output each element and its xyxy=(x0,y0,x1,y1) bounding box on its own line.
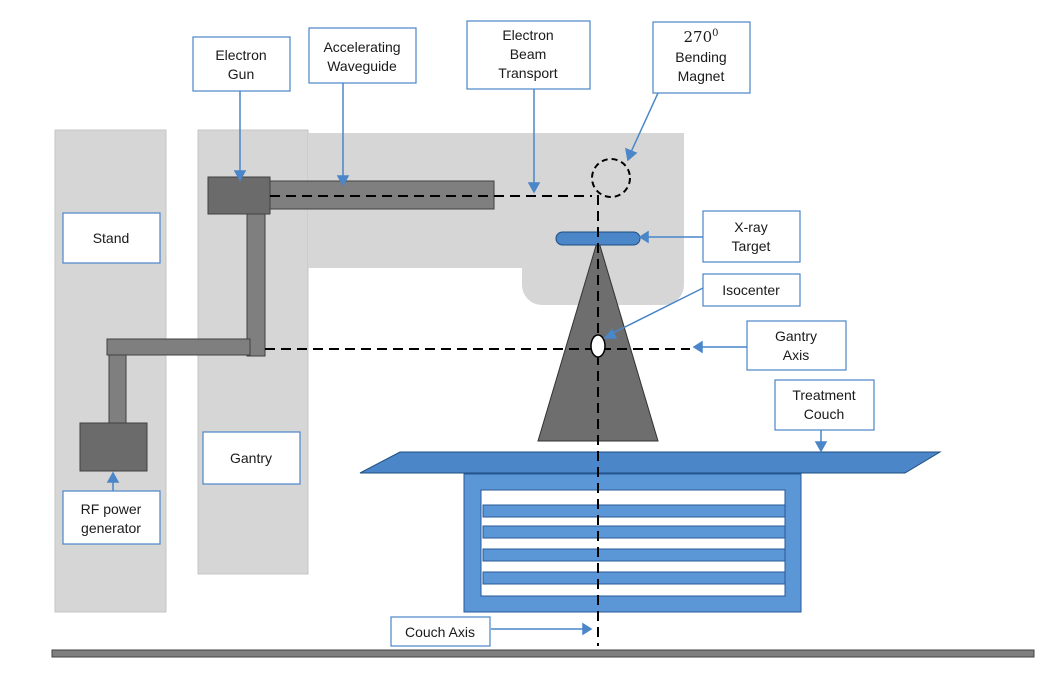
rf-waveguide-down xyxy=(108,354,127,426)
gantry-axis-label-line1: Gantry xyxy=(775,328,817,344)
rf-waveguide-vertical xyxy=(246,213,266,357)
gantry-axis-label-box xyxy=(746,320,847,371)
isocenter-marker xyxy=(590,334,606,358)
stand-label: Stand xyxy=(93,230,130,246)
rf-generator-label-line1: RF power xyxy=(81,501,142,517)
treatment-couch-label-line2: Couch xyxy=(804,406,844,422)
xray-target-label-line2: Target xyxy=(732,238,771,254)
arrowhead xyxy=(625,147,638,162)
arrowhead xyxy=(814,441,828,453)
treatment-couch-label-line1: Treatment xyxy=(792,387,855,403)
arrowhead xyxy=(233,170,247,182)
couch-slat xyxy=(482,571,786,585)
xray-target-label-line1: X-ray xyxy=(734,219,767,235)
treatment-couch-top xyxy=(359,451,942,474)
bending-magnet-label-line1: Bending xyxy=(675,49,726,65)
arrow-isocenter xyxy=(608,287,704,336)
stand-label-box xyxy=(62,212,161,264)
bending-magnet-degrees: 2700 xyxy=(683,28,718,46)
isocenter-label-box xyxy=(702,273,801,307)
beam-transport-label-line3: Transport xyxy=(498,65,558,81)
beam-transport-label-line2: Beam xyxy=(510,46,547,62)
beam-transport-label-box xyxy=(466,20,591,90)
bending-magnet-circle xyxy=(591,158,631,198)
gantry-axis-label-line2: Axis xyxy=(783,347,809,363)
arrowhead xyxy=(106,471,120,483)
gantry-label: Gantry xyxy=(230,450,272,466)
electron-gun-label-line2: Gun xyxy=(228,66,254,82)
electron-gun-block xyxy=(207,176,271,215)
couch-slat xyxy=(482,504,786,518)
bending-magnet-label-line2: Magnet xyxy=(678,68,725,84)
electron-gun-label-line1: Electron xyxy=(215,47,266,63)
accelerating-waveguide-label-line2: Waveguide xyxy=(327,58,397,74)
rf-generator-label-line2: generator xyxy=(81,520,141,536)
rf-waveguide-horizontal xyxy=(106,338,251,356)
treatment-couch-label-box xyxy=(774,379,875,431)
isocenter-label: Isocenter xyxy=(722,282,780,298)
rf-power-generator-block xyxy=(79,422,148,472)
arrowhead xyxy=(527,182,541,194)
accelerating-waveguide-label-line1: Accelerating xyxy=(323,39,400,55)
bending-magnet-label-box xyxy=(652,21,751,94)
arrowhead xyxy=(638,230,649,244)
arrowhead xyxy=(582,622,593,636)
couch-axis-label: Couch Axis xyxy=(405,624,475,640)
arrowhead xyxy=(336,175,350,187)
couch-axis-label-box xyxy=(390,616,491,647)
arrowhead xyxy=(603,328,618,339)
couch-slat xyxy=(482,548,786,562)
electron-gun-label-box xyxy=(192,36,291,92)
floor-bar xyxy=(51,649,1035,658)
arrow-bending-magnet xyxy=(630,92,659,153)
arrowhead xyxy=(692,340,703,354)
accelerating-waveguide-tube xyxy=(267,180,495,210)
couch-slat xyxy=(482,525,786,539)
gantry-label-box xyxy=(202,431,301,485)
accelerating-waveguide-label-box xyxy=(308,27,417,84)
rf-generator-label-box xyxy=(62,490,161,545)
beam-transport-label-line1: Electron xyxy=(502,27,553,43)
xray-target-label-box xyxy=(702,210,801,263)
